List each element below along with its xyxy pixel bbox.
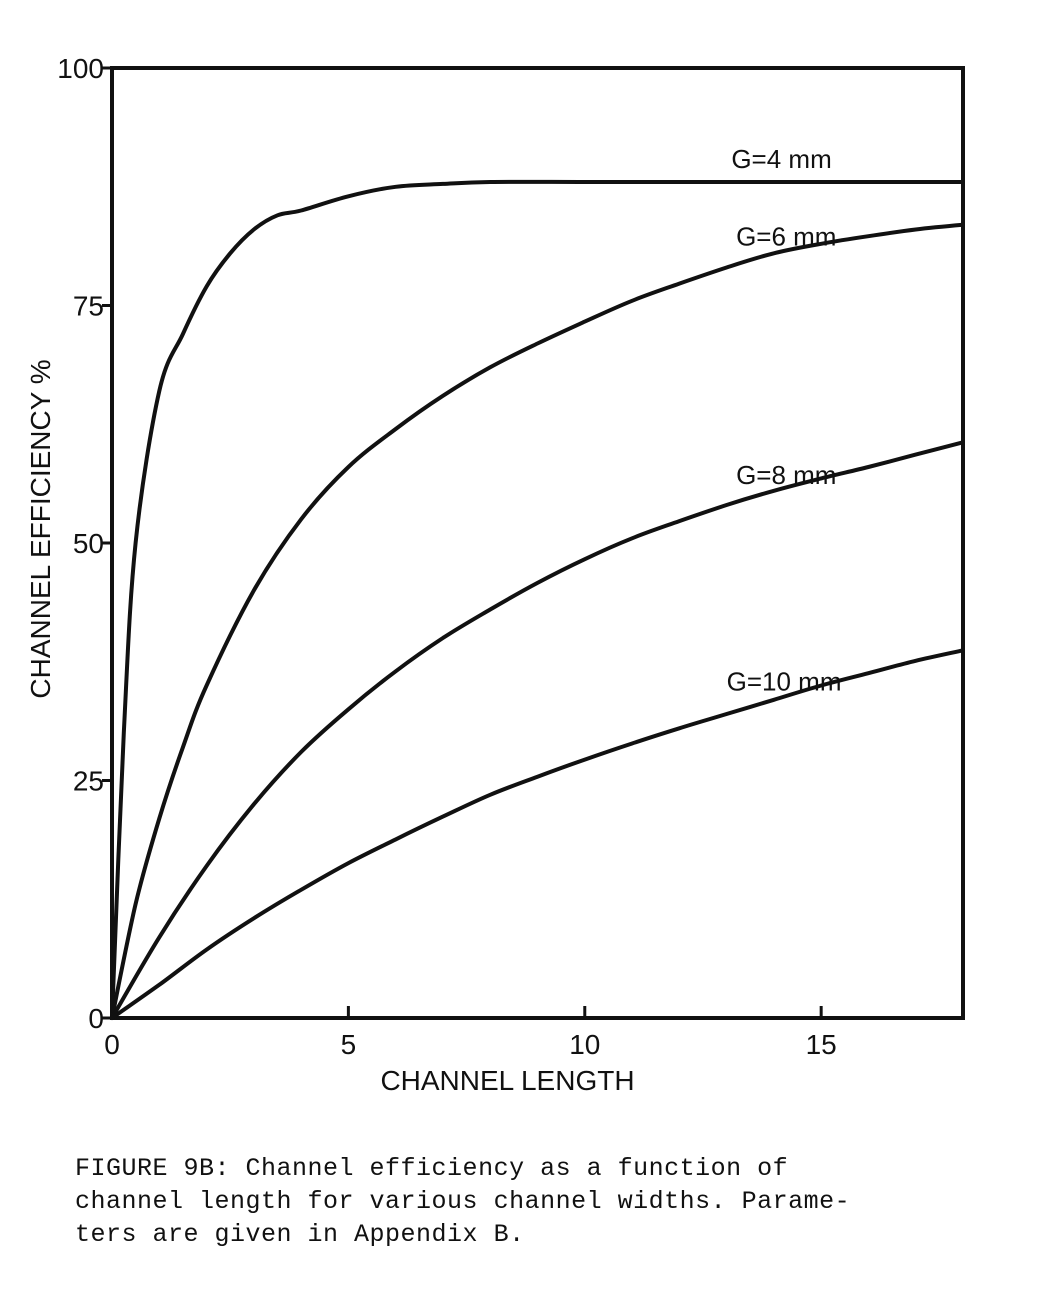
x-tick-label: 15: [806, 1029, 837, 1060]
x-tick-label: 5: [341, 1029, 357, 1060]
plot-frame: [110, 66, 965, 1020]
series-label: G=8 mm: [736, 460, 836, 490]
y-axis-title: CHANNEL EFFICIENCY %: [25, 359, 56, 698]
efficiency-chart: 0 5 10 15 0 25 50 75 100 G=4 mm G=6 mm G=8 mm G=10 …: [25, 53, 965, 1096]
series-label: G=4 mm: [731, 144, 831, 174]
series-label: G=6 mm: [736, 222, 836, 252]
y-tick-label: 0: [88, 1003, 104, 1034]
series-line-g-10-mm: [110, 648, 965, 1020]
figure-caption: FIGURE 9B: Channel efficiency as a funct…: [75, 1154, 851, 1249]
series-lines: [110, 179, 965, 1020]
series-labels: G=4 mm G=6 mm G=8 mm G=10 mm: [727, 144, 842, 697]
x-tick-label: 0: [104, 1029, 120, 1060]
y-tick-label: 100: [57, 53, 104, 84]
x-tick-label: 10: [569, 1029, 600, 1060]
x-axis-title: CHANNEL LENGTH: [380, 1065, 634, 1096]
y-tick-label: 25: [73, 766, 104, 797]
series-label: G=10 mm: [727, 666, 842, 696]
series-line-g-8-mm: [110, 440, 965, 1020]
y-tick-label: 50: [73, 528, 104, 559]
series-line-g-4-mm: [110, 179, 965, 1020]
plot-border: [110, 66, 965, 1020]
axis-ticks: 0 5 10 15 0 25 50 75 100: [57, 53, 836, 1060]
series-line-g-6-mm: [110, 222, 965, 1020]
y-tick-label: 75: [73, 291, 104, 322]
